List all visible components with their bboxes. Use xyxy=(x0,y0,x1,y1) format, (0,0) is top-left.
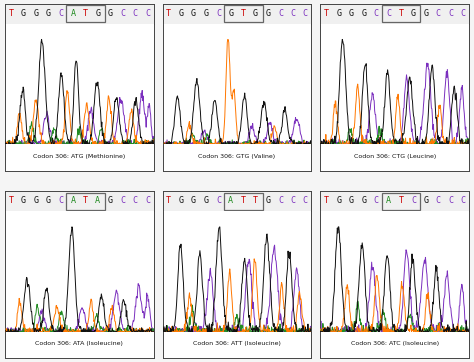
Text: G: G xyxy=(203,9,209,18)
Text: C: C xyxy=(216,9,221,18)
Text: C: C xyxy=(411,196,416,205)
Text: T: T xyxy=(166,9,171,18)
Text: G: G xyxy=(191,9,196,18)
Text: T: T xyxy=(324,196,329,205)
Text: C: C xyxy=(278,9,283,18)
Text: G: G xyxy=(46,9,51,18)
Text: G: G xyxy=(46,196,51,205)
Bar xyxy=(382,5,420,22)
Text: Codon 306: ATG (Methionine): Codon 306: ATG (Methionine) xyxy=(33,154,125,159)
Text: G: G xyxy=(179,196,183,205)
Bar xyxy=(66,193,105,210)
Bar xyxy=(66,5,105,22)
Text: C: C xyxy=(58,196,63,205)
Text: G: G xyxy=(361,196,366,205)
Text: C: C xyxy=(145,9,150,18)
Text: G: G xyxy=(95,9,100,18)
Text: G: G xyxy=(265,196,271,205)
Text: C: C xyxy=(448,9,453,18)
Text: T: T xyxy=(83,196,88,205)
Text: A: A xyxy=(386,196,391,205)
Text: Codon 306: ATT (Isoleucine): Codon 306: ATT (Isoleucine) xyxy=(193,341,281,346)
Text: T: T xyxy=(9,9,13,18)
Text: C: C xyxy=(436,9,441,18)
Text: G: G xyxy=(179,9,183,18)
Text: G: G xyxy=(265,9,271,18)
Text: G: G xyxy=(203,196,209,205)
Text: G: G xyxy=(337,196,341,205)
Text: Codon 306: CTG (Leucine): Codon 306: CTG (Leucine) xyxy=(354,154,436,159)
Text: G: G xyxy=(33,196,38,205)
Text: C: C xyxy=(145,196,150,205)
Text: C: C xyxy=(386,9,391,18)
Text: G: G xyxy=(411,9,416,18)
Text: G: G xyxy=(349,9,354,18)
Text: A: A xyxy=(71,196,75,205)
Text: C: C xyxy=(120,9,125,18)
Text: G: G xyxy=(108,9,113,18)
Text: C: C xyxy=(120,196,125,205)
Text: Codon 306: ATC (Isoleucine): Codon 306: ATC (Isoleucine) xyxy=(351,341,439,346)
Text: C: C xyxy=(303,9,308,18)
Text: C: C xyxy=(133,9,137,18)
Text: C: C xyxy=(461,9,465,18)
Text: C: C xyxy=(448,196,453,205)
Text: T: T xyxy=(241,9,246,18)
Text: A: A xyxy=(228,196,233,205)
Text: Codon 306: GTG (Valine): Codon 306: GTG (Valine) xyxy=(199,154,275,159)
Text: T: T xyxy=(399,196,403,205)
Text: C: C xyxy=(374,9,379,18)
Text: G: G xyxy=(349,196,354,205)
Text: T: T xyxy=(253,196,258,205)
Text: A: A xyxy=(71,9,75,18)
Text: C: C xyxy=(216,196,221,205)
Text: C: C xyxy=(436,196,441,205)
Text: T: T xyxy=(9,196,13,205)
Bar xyxy=(224,5,263,22)
Text: G: G xyxy=(108,196,113,205)
Text: G: G xyxy=(337,9,341,18)
Text: C: C xyxy=(133,196,137,205)
Text: G: G xyxy=(361,9,366,18)
Text: G: G xyxy=(423,9,428,18)
Text: C: C xyxy=(291,196,295,205)
Text: G: G xyxy=(21,9,26,18)
Text: T: T xyxy=(83,9,88,18)
Text: C: C xyxy=(291,9,295,18)
Text: G: G xyxy=(33,9,38,18)
Text: C: C xyxy=(374,196,379,205)
Bar xyxy=(224,193,263,210)
Text: C: C xyxy=(461,196,465,205)
Text: Codon 306: ATA (Isoleucine): Codon 306: ATA (Isoleucine) xyxy=(35,341,123,346)
Text: T: T xyxy=(166,196,171,205)
Text: A: A xyxy=(95,196,100,205)
Text: G: G xyxy=(21,196,26,205)
Text: T: T xyxy=(241,196,246,205)
Text: G: G xyxy=(191,196,196,205)
Bar xyxy=(382,193,420,210)
Text: T: T xyxy=(324,9,329,18)
Text: T: T xyxy=(399,9,403,18)
Text: G: G xyxy=(423,196,428,205)
Text: C: C xyxy=(303,196,308,205)
Text: G: G xyxy=(253,9,258,18)
Text: C: C xyxy=(58,9,63,18)
Text: C: C xyxy=(278,196,283,205)
Text: G: G xyxy=(228,9,233,18)
